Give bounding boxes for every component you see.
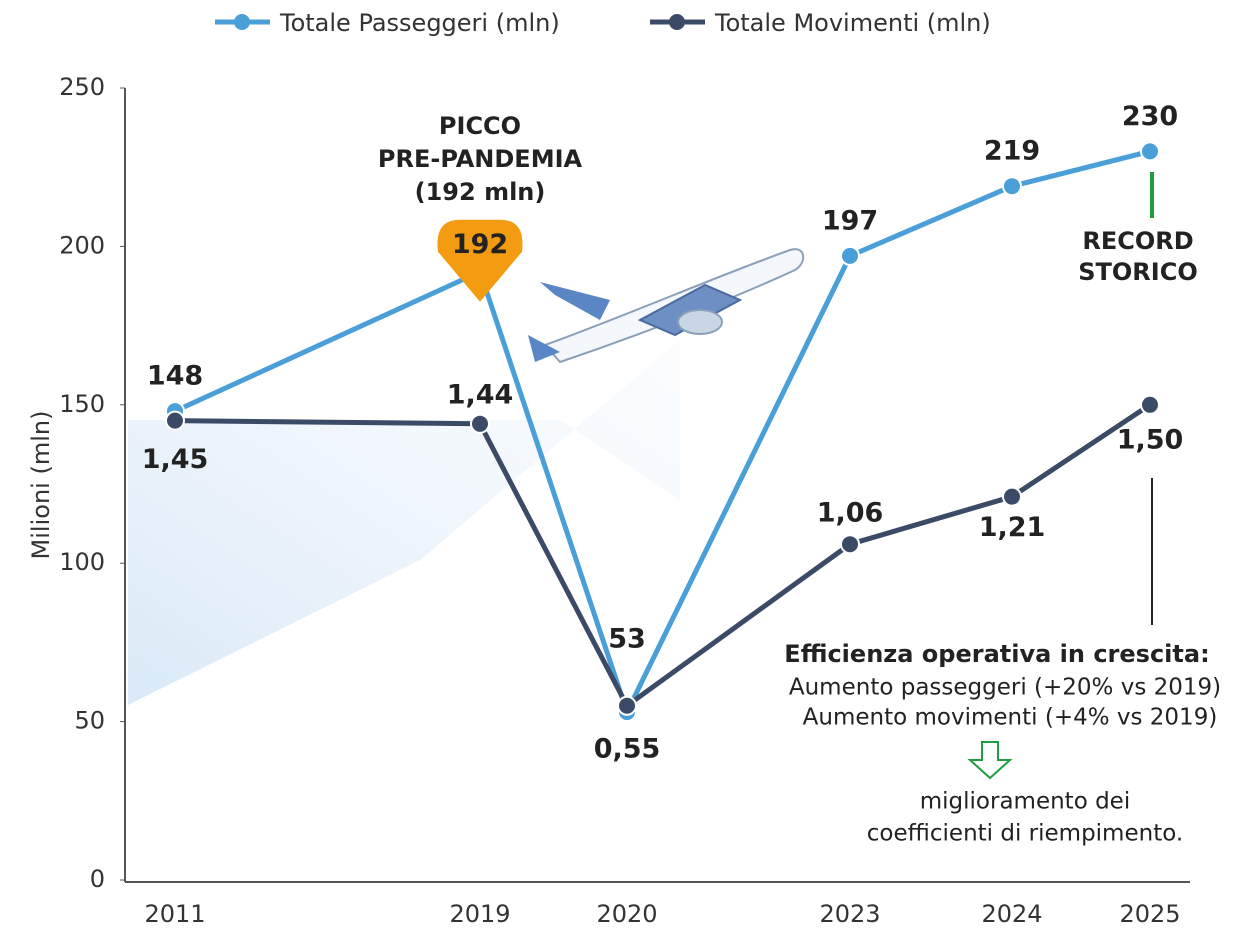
- data-label: 0,55: [594, 733, 661, 764]
- legend-label: Totale Movimenti (mln): [714, 9, 991, 37]
- point: [1003, 177, 1021, 195]
- conclusion-line: coefficienti di riempimento.: [867, 821, 1183, 847]
- efficiency-line: Aumento movimenti (+4% vs 2019): [803, 705, 1218, 731]
- x-tick-label: 2025: [1119, 900, 1180, 928]
- data-label: 1,44: [447, 379, 514, 410]
- data-label: 1,21: [979, 512, 1046, 543]
- conclusion-line: miglioramento dei: [920, 789, 1130, 815]
- legend-marker: [669, 14, 685, 30]
- point: [1141, 396, 1159, 414]
- y-tick-label: 50: [74, 707, 105, 735]
- peak-annotation: PRE-PANDEMIA: [378, 145, 583, 173]
- y-axis-label: Milioni (mln): [27, 411, 55, 560]
- down-arrow: [970, 742, 1010, 778]
- x-tick-label: 2024: [981, 900, 1042, 928]
- efficiency-line: Aumento passeggeri (+20% vs 2019): [789, 675, 1221, 701]
- y-tick-label: 0: [90, 865, 105, 893]
- y-tick-label: 250: [59, 73, 105, 101]
- data-label: 148: [147, 361, 203, 392]
- legend-marker: [234, 14, 250, 30]
- record-annotation: STORICO: [1078, 258, 1197, 286]
- legend-label: Totale Passeggeri (mln): [279, 9, 560, 37]
- data-label: 230: [1122, 101, 1178, 132]
- peak-annotation: (192 mln): [415, 178, 546, 206]
- data-label: 1,50: [1117, 424, 1184, 455]
- chart: Milioni (mln) PICCO PRE-PANDEMIA (192 ml…: [0, 0, 1258, 933]
- point: [1003, 488, 1021, 506]
- peak-annotation: PICCO: [439, 112, 521, 140]
- data-label: 1,06: [817, 498, 884, 529]
- data-label: 1,45: [142, 444, 209, 475]
- point: [166, 412, 184, 430]
- y-tick-label: 100: [59, 548, 105, 576]
- point: [841, 535, 859, 553]
- x-tick-label: 2019: [449, 900, 510, 928]
- data-label: 192: [452, 229, 508, 260]
- record-annotation: RECORD: [1082, 227, 1193, 255]
- efficiency-title: Efficienza operativa in crescita:: [784, 640, 1209, 668]
- point: [1141, 142, 1159, 160]
- data-label: 53: [608, 624, 646, 655]
- y-tick-label: 150: [59, 390, 105, 418]
- data-label: 219: [984, 136, 1040, 167]
- y-tick-label: 200: [59, 231, 105, 259]
- x-tick-label: 2020: [596, 900, 657, 928]
- airplane: [528, 249, 803, 362]
- point: [471, 415, 489, 433]
- point: [618, 697, 636, 715]
- data-label: 197: [822, 205, 878, 236]
- point: [841, 247, 859, 265]
- x-tick-label: 2023: [819, 900, 880, 928]
- x-tick-label: 2011: [144, 900, 205, 928]
